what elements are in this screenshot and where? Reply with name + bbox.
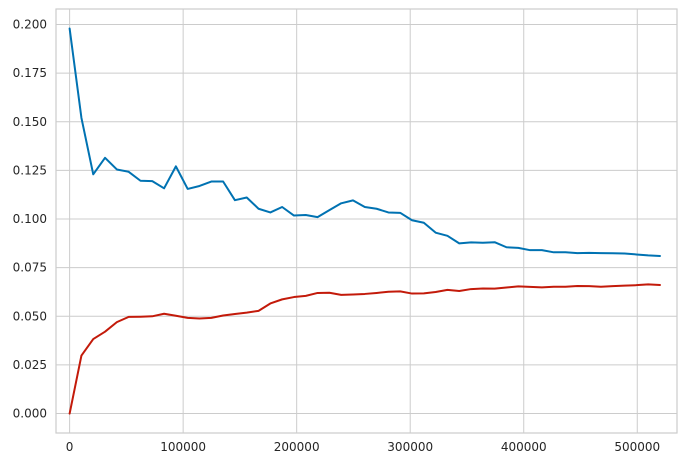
x-axis-tick-labels: 0 100000 200000 300000 400000 500000 bbox=[66, 440, 660, 454]
series-line-1 bbox=[68, 27, 661, 258]
y-tick-label: 0.075 bbox=[13, 261, 47, 275]
y-tick-label: 0.125 bbox=[13, 163, 47, 177]
y-tick-label: 0.050 bbox=[13, 309, 47, 323]
x-tick-label: 400000 bbox=[501, 440, 547, 454]
x-tick-label: 500000 bbox=[614, 440, 660, 454]
x-tick-label: 100000 bbox=[160, 440, 206, 454]
y-tick-label: 0.000 bbox=[13, 407, 47, 421]
plot-area bbox=[55, 8, 678, 434]
series-line-2 bbox=[68, 283, 661, 415]
y-gridlines bbox=[56, 24, 677, 415]
x-gridlines bbox=[69, 9, 638, 433]
x-tick-label: 200000 bbox=[274, 440, 320, 454]
y-tick-label: 0.150 bbox=[13, 115, 47, 129]
y-tick-label: 0.200 bbox=[13, 18, 47, 32]
y-tick-label: 0.175 bbox=[13, 66, 47, 80]
x-tick-label: 0 bbox=[66, 440, 74, 454]
x-tick-label: 300000 bbox=[387, 440, 433, 454]
y-tick-label: 0.100 bbox=[13, 212, 47, 226]
y-axis-tick-labels: 0.000 0.025 0.050 0.075 0.100 0.125 0.150 0.175… bbox=[13, 18, 47, 421]
series-layer bbox=[68, 27, 661, 415]
y-tick-label: 0.025 bbox=[13, 358, 47, 372]
